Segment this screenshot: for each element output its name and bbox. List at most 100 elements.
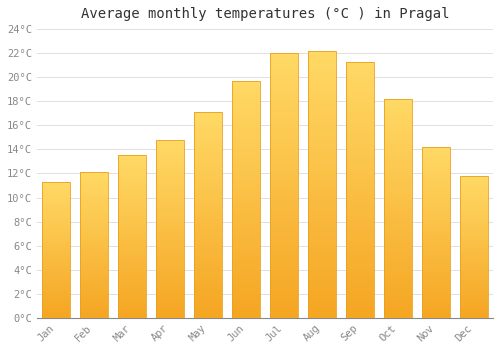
Bar <box>308 190 336 195</box>
Bar <box>42 296 70 299</box>
Bar <box>42 233 70 236</box>
Bar <box>384 252 412 257</box>
Bar <box>308 296 336 302</box>
Bar <box>194 133 222 137</box>
Bar <box>42 255 70 258</box>
Bar <box>118 298 146 302</box>
Bar <box>156 140 184 318</box>
Bar <box>270 127 298 133</box>
Bar <box>42 239 70 242</box>
Bar <box>80 222 108 225</box>
Bar <box>118 155 146 318</box>
Bar <box>118 233 146 237</box>
Bar <box>118 185 146 188</box>
Bar <box>460 272 488 275</box>
Bar <box>232 100 260 105</box>
Bar <box>42 236 70 239</box>
Bar <box>232 285 260 289</box>
Bar <box>156 204 184 208</box>
Bar <box>80 201 108 204</box>
Bar <box>308 120 336 126</box>
Bar <box>270 111 298 117</box>
Bar <box>118 175 146 178</box>
Title: Average monthly temperatures (°C ) in Pragal: Average monthly temperatures (°C ) in Pr… <box>80 7 449 21</box>
Bar <box>460 256 488 258</box>
Bar <box>194 227 222 231</box>
Bar <box>308 131 336 136</box>
Bar <box>460 198 488 202</box>
Bar <box>308 141 336 147</box>
Bar <box>42 182 70 318</box>
Bar <box>80 306 108 309</box>
Bar <box>232 280 260 285</box>
Bar <box>232 90 260 95</box>
Bar <box>460 264 488 267</box>
Bar <box>460 241 488 244</box>
Bar <box>156 282 184 286</box>
Bar <box>118 289 146 292</box>
Bar <box>118 172 146 175</box>
Bar <box>118 295 146 298</box>
Bar <box>118 188 146 191</box>
Bar <box>42 198 70 201</box>
Bar <box>460 213 488 216</box>
Bar <box>460 247 488 250</box>
Bar <box>156 140 184 144</box>
Bar <box>42 206 70 209</box>
Bar <box>346 302 374 308</box>
Bar <box>156 257 184 261</box>
Bar <box>422 284 450 287</box>
Bar <box>156 254 184 257</box>
Bar <box>42 315 70 318</box>
Bar <box>232 271 260 275</box>
Bar <box>232 294 260 299</box>
Bar <box>422 222 450 226</box>
Bar <box>384 169 412 173</box>
Bar <box>460 221 488 224</box>
Bar <box>80 265 108 268</box>
Bar <box>232 124 260 128</box>
Bar <box>80 277 108 280</box>
Bar <box>194 273 222 277</box>
Bar <box>42 253 70 255</box>
Bar <box>194 293 222 297</box>
Bar <box>156 215 184 218</box>
Bar <box>156 314 184 318</box>
Bar <box>422 287 450 290</box>
Bar <box>308 126 336 131</box>
Bar <box>118 312 146 315</box>
Bar <box>384 160 412 164</box>
Bar <box>346 298 374 302</box>
Bar <box>42 225 70 228</box>
Bar <box>156 193 184 197</box>
Bar <box>232 195 260 200</box>
Bar <box>232 105 260 109</box>
Bar <box>422 150 450 154</box>
Bar <box>80 184 108 187</box>
Bar <box>270 69 298 74</box>
Bar <box>118 227 146 230</box>
Bar <box>308 77 336 83</box>
Bar <box>384 152 412 156</box>
Bar <box>156 168 184 172</box>
Bar <box>346 159 374 164</box>
Bar <box>156 296 184 300</box>
Bar <box>232 199 260 204</box>
Bar <box>194 306 222 310</box>
Bar <box>232 252 260 256</box>
Bar <box>460 267 488 270</box>
Bar <box>80 245 108 248</box>
Bar <box>118 155 146 159</box>
Bar <box>118 208 146 211</box>
Bar <box>346 123 374 128</box>
Bar <box>384 305 412 309</box>
Bar <box>384 234 412 239</box>
Bar <box>270 58 298 64</box>
Bar <box>42 272 70 274</box>
Bar <box>194 198 222 203</box>
Bar <box>422 202 450 205</box>
Bar <box>346 154 374 159</box>
Bar <box>194 174 222 178</box>
Bar <box>42 277 70 280</box>
Bar <box>346 205 374 210</box>
